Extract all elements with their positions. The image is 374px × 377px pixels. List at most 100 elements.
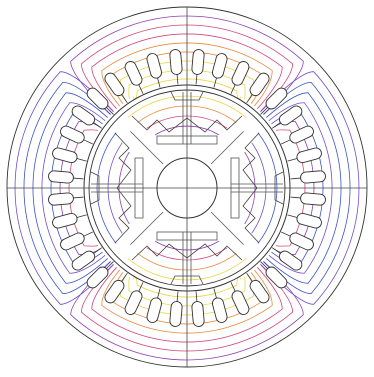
slot-opening (260, 107, 268, 115)
slot-opening (106, 107, 114, 115)
interpole-bridge (210, 131, 244, 165)
slot-outline (289, 232, 314, 251)
interpole-bridge (130, 211, 164, 245)
interpole-bridge (210, 211, 244, 245)
slot-opening (246, 272, 253, 282)
slot-outline (296, 147, 322, 164)
slot-opening (230, 84, 236, 94)
slot-opening (73, 196, 84, 199)
slot-outline (48, 192, 74, 206)
stator-slot (52, 212, 87, 229)
slot-opening (73, 177, 84, 180)
stator-slots (48, 49, 326, 327)
slot-opening (246, 94, 253, 104)
stator-slot (169, 291, 183, 327)
slot-opening (83, 231, 93, 237)
slot-outline (296, 212, 322, 229)
slot-outline (231, 61, 250, 86)
slot-opening (76, 158, 87, 162)
stator-slot (48, 170, 84, 184)
stator-slot (260, 87, 288, 115)
slot-opening (121, 272, 128, 282)
stator-slot (48, 192, 84, 206)
stator-slot (211, 53, 228, 88)
stator-slot (191, 49, 205, 85)
slot-opening (157, 77, 161, 88)
interpole-bridge (130, 131, 164, 165)
slot-outline (48, 170, 74, 184)
slot-opening (121, 94, 128, 104)
stator-slot (86, 87, 114, 115)
slot-opening (195, 74, 198, 85)
slot-opening (287, 214, 298, 218)
slot-opening (83, 139, 93, 145)
slot-outline (52, 212, 78, 229)
slot-opening (176, 74, 179, 85)
slot-outline (300, 170, 326, 184)
slot-outline (71, 105, 96, 126)
stator-slot (191, 291, 205, 327)
slot-opening (290, 177, 301, 180)
slot-outline (249, 72, 270, 97)
slot-outline (211, 297, 228, 323)
stator-slot (104, 272, 128, 304)
slot-opening (157, 288, 161, 299)
stator-slot (230, 282, 250, 315)
slot-outline (211, 53, 228, 79)
stator-slot (287, 147, 322, 164)
slot-outline (60, 232, 85, 251)
stator-slot (86, 261, 114, 289)
slot-opening (230, 282, 236, 292)
slot-outline (86, 87, 109, 110)
stator-slot (52, 147, 87, 164)
stator-slot (71, 105, 103, 129)
slot-outline (289, 125, 314, 144)
stator-slot (271, 105, 303, 129)
slot-outline (52, 147, 78, 164)
slot-outline (146, 297, 163, 323)
stator-slot (71, 247, 103, 271)
stator-slot (230, 61, 250, 94)
stator-slot (60, 231, 93, 251)
stator-slot (146, 288, 163, 323)
stator-slot (281, 125, 314, 145)
slot-opening (213, 288, 217, 299)
slot-opening (260, 261, 268, 269)
slot-outline (191, 301, 205, 327)
slot-outline (278, 250, 303, 271)
stator-slot (60, 125, 93, 145)
stator-slot (146, 53, 163, 88)
slot-opening (271, 247, 281, 254)
slot-opening (93, 247, 103, 254)
slot-outline (169, 49, 183, 75)
slot-outline (278, 105, 303, 126)
slot-opening (271, 122, 281, 129)
slot-outline (249, 279, 270, 304)
slot-outline (300, 192, 326, 206)
stator-slot (104, 72, 128, 104)
slot-opening (76, 214, 87, 218)
stator-slot (124, 61, 144, 94)
slot-outline (169, 301, 183, 327)
slot-outline (146, 53, 163, 79)
stator-slot (290, 170, 326, 184)
slot-opening (176, 291, 179, 302)
slot-outline (104, 279, 125, 304)
stator-slot (124, 282, 144, 315)
slot-outline (124, 61, 143, 86)
stator-slot (290, 192, 326, 206)
slot-opening (93, 122, 103, 129)
stator-slot (246, 72, 270, 104)
slot-opening (138, 282, 144, 292)
slot-opening (287, 158, 298, 162)
stator-slot (260, 261, 288, 289)
slot-outline (231, 290, 250, 315)
stator-slot (271, 247, 303, 271)
slot-outline (191, 49, 205, 75)
stator-slot (246, 272, 270, 304)
stator-slot (281, 231, 314, 251)
slot-outline (104, 72, 125, 97)
stator-slot (169, 49, 183, 85)
slot-outline (60, 125, 85, 144)
